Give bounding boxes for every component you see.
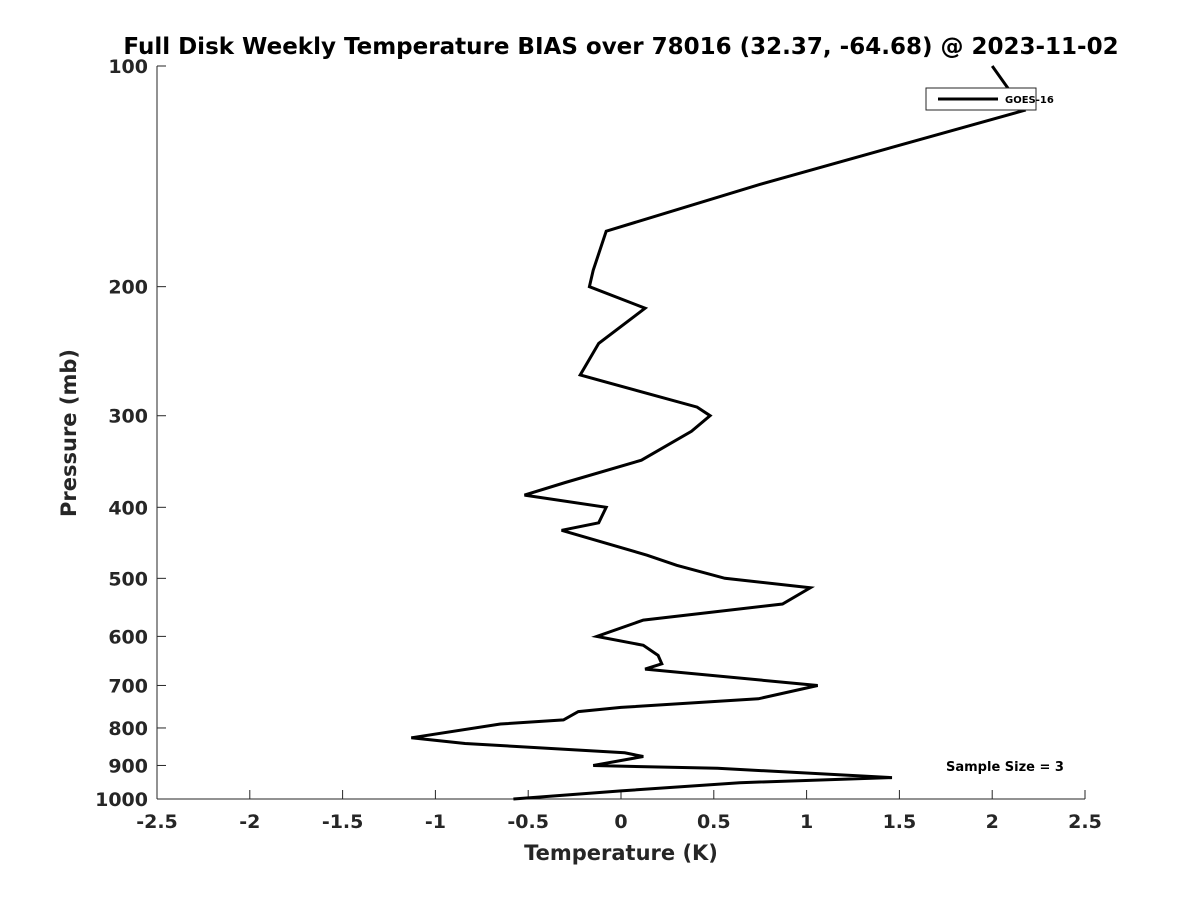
series-line-goes-16 bbox=[411, 65, 1027, 801]
y-tick-label: 1000 bbox=[95, 789, 148, 811]
y-tick-label: 600 bbox=[108, 626, 148, 648]
x-tick-label: -2 bbox=[239, 811, 260, 833]
y-tick-label: 800 bbox=[108, 718, 148, 740]
legend-entry-goes-16: GOES-16 bbox=[1005, 95, 1054, 106]
series-lines bbox=[411, 65, 1027, 801]
x-tick-label: 1 bbox=[800, 811, 813, 833]
x-tick-label: 1.5 bbox=[883, 811, 917, 833]
y-tick-label: 100 bbox=[108, 56, 148, 78]
y-tick-label: 700 bbox=[108, 675, 148, 697]
y-tick-label: 400 bbox=[108, 497, 148, 519]
sample-size-annotation: Sample Size = 3 bbox=[946, 760, 1064, 775]
y-tick-label: 500 bbox=[108, 568, 148, 590]
x-tick-label: 0 bbox=[614, 811, 627, 833]
x-axis-label: Temperature (K) bbox=[524, 841, 718, 865]
x-tick-label: 0.5 bbox=[697, 811, 731, 833]
legend[interactable]: GOES-16 bbox=[925, 87, 1054, 111]
y-tick-label: 300 bbox=[108, 406, 148, 428]
x-tick-label: 2.5 bbox=[1068, 811, 1102, 833]
y-tick-label: 200 bbox=[108, 277, 148, 299]
x-tick-label: -1 bbox=[425, 811, 446, 833]
x-tick-label: -0.5 bbox=[507, 811, 549, 833]
x-tick-label: -1.5 bbox=[322, 811, 364, 833]
chart-title: Full Disk Weekly Temperature BIAS over 7… bbox=[123, 34, 1118, 60]
y-axis-label: Pressure (mb) bbox=[57, 349, 81, 517]
axes: -2.5 -2 -1.5 -1 -0.5 0 0.5 1 1.5 2 2.5 100 200 300 400… bbox=[95, 56, 1102, 833]
y-tick-label: 900 bbox=[108, 755, 148, 777]
x-tick-label: -2.5 bbox=[136, 811, 178, 833]
x-tick-label: 2 bbox=[986, 811, 999, 833]
